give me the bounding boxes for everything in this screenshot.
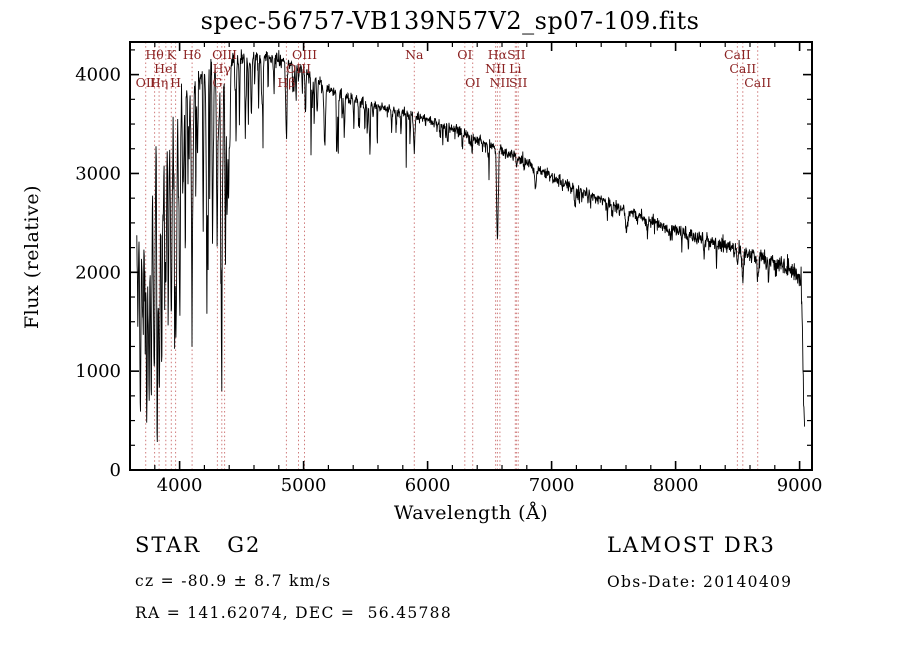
spectral-line-label: NII [489,75,510,90]
spectral-line-label: OIII [286,61,311,76]
spectral-line-label: Hη [150,75,168,90]
spectral-line-label: OIII [292,47,317,62]
spectral-line-label: OI [465,75,480,90]
coordinates: RA = 141.62074, DEC = 56.45788 [135,604,453,622]
y-tick-label: 1000 [75,361,121,382]
spectral-line-label: HeI [154,61,177,76]
survey-release-label: LAMOST DR3 [607,533,776,557]
spectral-line-label: CaII [744,75,771,90]
spectral-line-label: G [212,75,222,90]
x-tick-label: 8000 [653,475,699,496]
y-tick-label: 4000 [75,65,121,86]
object-class-label: STAR G2 [135,533,262,557]
x-tick-label: 5000 [281,475,327,496]
spectral-line-label: Li [509,61,521,76]
spectral-line-label: NII [485,61,506,76]
x-tick-label: 7000 [529,475,575,496]
spectral-line-label: OIII [212,47,237,62]
spectral-line-label: Hβ [277,75,295,90]
spectral-line-label: Hθ [145,47,163,62]
spectral-line-label: Hα [488,47,508,62]
spectral-line-label: SII [507,47,526,62]
obs-date: Obs-Date: 20140409 [607,573,793,591]
x-tick-label: 9000 [777,475,823,496]
cz-value: cz = -80.9 ± 8.7 km/s [135,572,332,590]
y-tick-label: 2000 [75,262,121,283]
spectrum-trace [136,49,806,443]
spectral-line-label: K [167,47,177,62]
spectral-line-label: CaII [729,61,756,76]
x-axis-title: Wavelength (Å) [393,502,549,524]
spectral-line-label: OI [457,47,472,62]
y-tick-label: 0 [110,460,121,481]
plot-border [129,41,813,471]
plot-title: spec-56757-VB139N57V2_sp07-109.fits [200,7,700,35]
x-tick-label: 4000 [157,475,203,496]
y-axis-title: Flux (relative) [21,185,43,329]
spectral-line-label: Hγ [213,61,231,76]
spectral-line-label: Na [405,47,424,62]
spectral-line-label: OII [136,75,156,90]
spectral-line-label: H [170,75,181,90]
x-tick-label: 6000 [405,475,451,496]
spectral-line-label: SII [509,75,528,90]
y-tick-label: 3000 [75,163,121,184]
spectral-line-label: Hδ [183,47,201,62]
spectral-line-label: CaII [724,47,751,62]
